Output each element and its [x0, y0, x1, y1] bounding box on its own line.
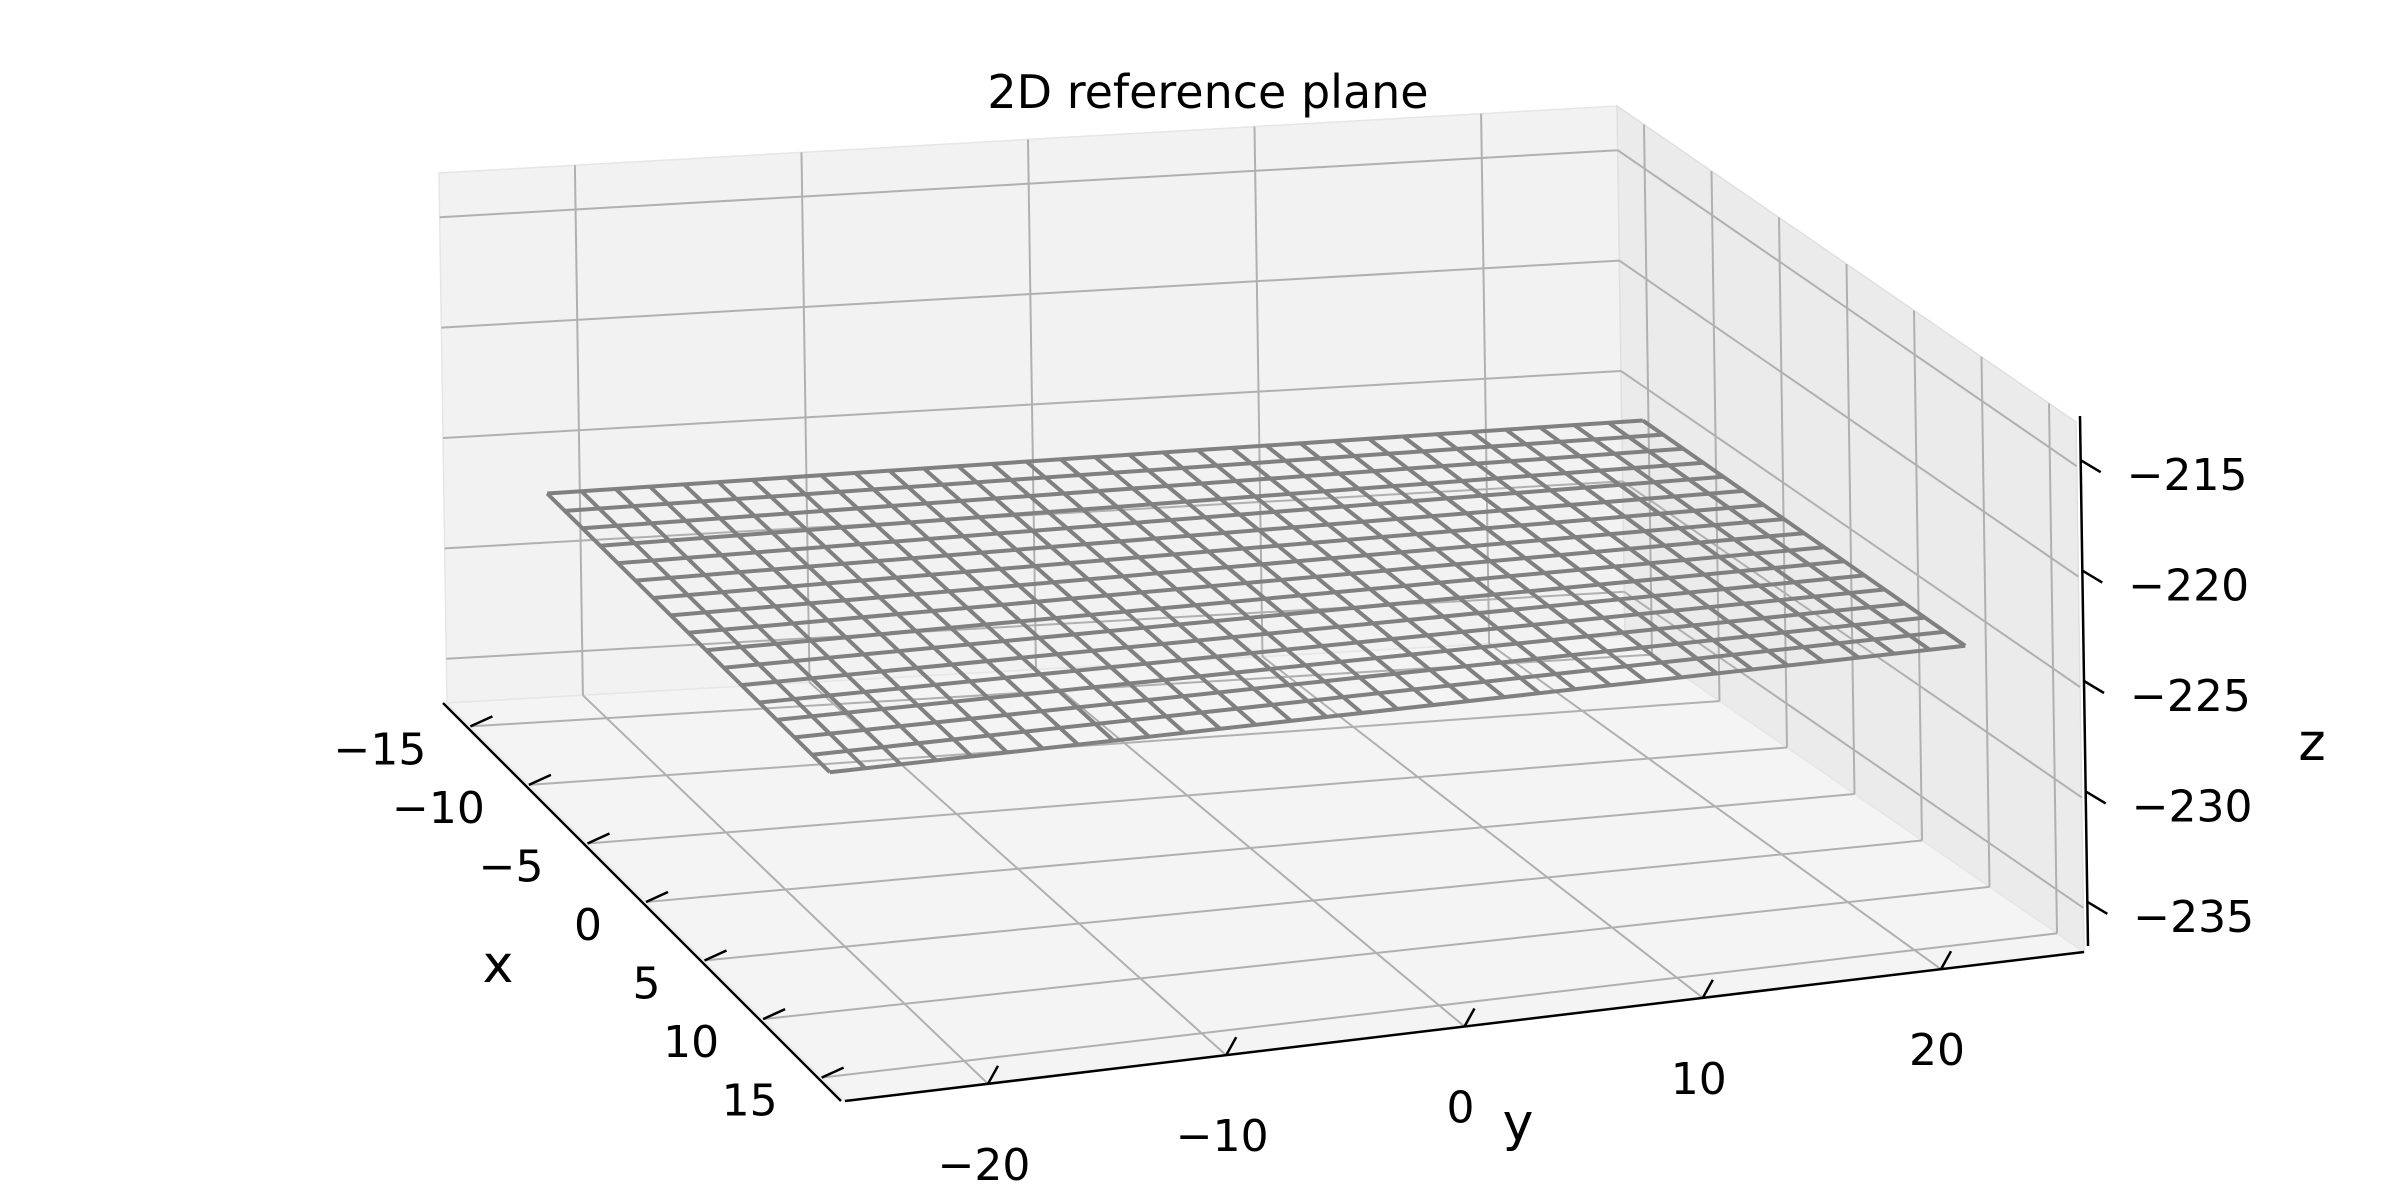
y-tick-mark [1701, 979, 1714, 999]
x-tick-label: 15 [722, 1076, 778, 1127]
wireframe-line-y [819, 473, 1115, 743]
back-gridline-z [442, 370, 1622, 439]
wireframe-line-y [956, 464, 1257, 727]
wireframe-line-y [922, 466, 1222, 731]
axis-ticks: −15−10−5051015−20−1001020−215−220−225−23… [334, 450, 2255, 1191]
side-gridline-z [1620, 370, 2081, 688]
x-tick-mark [645, 890, 669, 904]
y-tick-label: 0 [1447, 1083, 1475, 1134]
wireframe-line-y [1299, 441, 1612, 687]
x-axis-line [442, 702, 842, 1102]
side-gridline-z [1623, 590, 2084, 909]
x-tick-mark [586, 832, 611, 845]
x-tick-mark [703, 949, 728, 962]
wireframe-line-y [545, 492, 832, 774]
z-tick-mark [2080, 459, 2102, 474]
wireframe-line-y [1641, 418, 1967, 648]
floor-gridline-y [1261, 655, 1704, 999]
wireframe-line-y [614, 487, 903, 766]
y-tick-mark [1939, 950, 1953, 970]
x-axis-label: x [483, 935, 514, 995]
x-tick-label: 5 [633, 959, 661, 1010]
z-axis-label: z [2298, 713, 2325, 773]
wireframe-line-y [1162, 450, 1470, 703]
z-tick-mark [2083, 679, 2105, 695]
wireframe-line-y [1230, 446, 1541, 695]
z-tick-mark [2085, 790, 2107, 805]
y-tick-mark [986, 1065, 1000, 1085]
y-axis-label: y [1503, 1093, 1534, 1153]
reference-plane-wireframe [545, 418, 1967, 775]
wireframe-line-y [1196, 448, 1506, 699]
x-tick-mark [762, 1007, 786, 1021]
wireframe-line-y [580, 489, 867, 770]
x-tick-label: 0 [574, 900, 602, 951]
wireframe-line-y [990, 462, 1293, 723]
wireframe-line-y [1059, 457, 1364, 715]
wireframe-line-y [1128, 453, 1435, 707]
z-tick-label: −225 [2130, 671, 2251, 722]
x-tick-label: 10 [663, 1017, 719, 1068]
wireframe-line-y [1333, 439, 1648, 683]
wireframe-line-y [888, 469, 1186, 735]
floor-gridline-y [1035, 668, 1466, 1028]
side-gridline-z [1618, 259, 2079, 578]
x-tick-label: −10 [392, 783, 485, 834]
x-tick-label: −15 [334, 724, 427, 775]
wireframe-line-y [1504, 427, 1825, 664]
z-tick-mark [2081, 569, 2103, 584]
back-gridline-z [441, 259, 1620, 329]
floor-gridline-y [582, 694, 989, 1085]
wireframe-line-y [1264, 444, 1577, 691]
wireframe-line-y [1025, 460, 1328, 719]
floor-gridline-y [1488, 642, 1942, 971]
wireframe-line-y [1436, 432, 1754, 672]
wireframe-line-y [648, 485, 938, 762]
x-tick-label: −5 [479, 842, 544, 893]
wireframe-line-y [751, 478, 1045, 750]
side-gridline-z [1622, 480, 2083, 799]
chart-title: 2D reference plane [987, 65, 1428, 119]
y-tick-mark [1225, 1036, 1238, 1056]
wireframe-line-y [717, 480, 1009, 754]
x-tick-mark [821, 1066, 845, 1079]
y-tick-label: 10 [1671, 1054, 1727, 1105]
wireframe-line-y [1093, 455, 1399, 711]
y-tick-label: −20 [938, 1140, 1031, 1191]
wireframe-line-y [1538, 425, 1860, 660]
wireframe-line-y [1470, 430, 1789, 668]
wireframe-line-y [1401, 434, 1719, 675]
z-tick-mark [2086, 900, 2108, 915]
y-tick-mark [1463, 1007, 1476, 1028]
y-tick-label: 20 [1909, 1025, 1965, 1076]
wireframe-line-y [1367, 437, 1683, 679]
side-gridline-z [1617, 149, 2078, 468]
wireframe-line-y [1573, 423, 1896, 656]
wireframe-line-y [785, 476, 1080, 747]
y-tick-label: −10 [1176, 1111, 1269, 1162]
z-tick-label: −230 [2132, 781, 2253, 832]
z-tick-label: −215 [2127, 450, 2248, 501]
wireframe-line-y [1607, 421, 1931, 652]
wireframe-line-y [682, 482, 974, 758]
x-tick-mark [469, 715, 493, 728]
x-tick-mark [528, 773, 552, 787]
z-tick-label: −220 [2128, 561, 2249, 612]
wireframe-line-y [853, 471, 1151, 739]
back-gridline-z [439, 149, 1618, 219]
z-tick-label: −235 [2133, 892, 2254, 943]
